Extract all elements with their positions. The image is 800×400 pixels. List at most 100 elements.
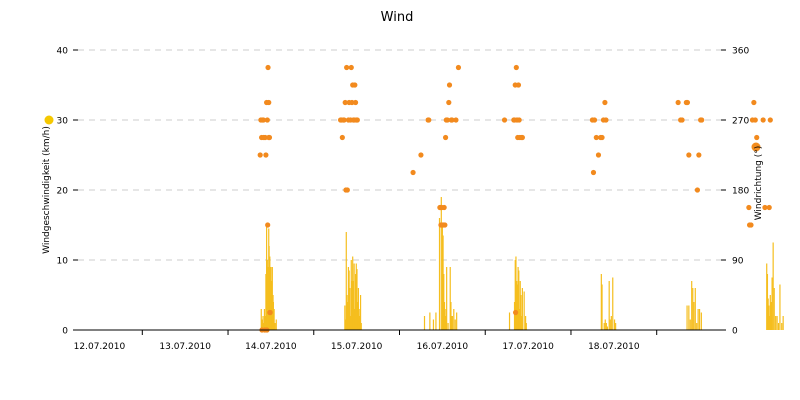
direction-point: [766, 204, 772, 211]
speed-bar: [357, 288, 360, 330]
direction-legend-marker: [751, 142, 761, 152]
speed-bar: [521, 316, 523, 330]
direction-point: [341, 117, 347, 123]
speed-bar: [349, 288, 351, 330]
speed-bar: [453, 309, 455, 330]
speed-bar: [359, 316, 361, 330]
speed-bar: [698, 309, 701, 330]
speed-bar: [773, 288, 775, 330]
speed-bar: [271, 267, 273, 330]
direction-point: [449, 117, 455, 123]
direction-point: [342, 99, 348, 106]
x-tick-label: 14.07.2010: [245, 342, 297, 352]
speed-bar: [266, 222, 268, 330]
speed-bar: [265, 274, 267, 330]
speed-bar: [516, 281, 518, 330]
speed-bar: [354, 274, 357, 330]
y-tick-label: 30: [57, 117, 69, 127]
direction-point: [348, 64, 354, 71]
y2-tick-label: 270: [732, 117, 749, 127]
direction-point: [262, 134, 268, 141]
speed-bar: [766, 274, 769, 330]
speed-bar: [269, 267, 271, 330]
x-tick-label: 16.07.2010: [417, 342, 469, 352]
speed-bar: [779, 284, 781, 330]
direction-point: [444, 117, 450, 123]
direction-point: [410, 169, 416, 176]
speed-bar: [429, 312, 431, 330]
speed-bar: [523, 291, 525, 330]
speed-bar: [768, 316, 771, 330]
speed-bar: [346, 295, 348, 330]
x-tick-label: 12.07.2010: [74, 342, 126, 352]
speed-bar: [508, 312, 511, 330]
speed-bar: [604, 319, 606, 330]
speed-bar: [445, 309, 447, 330]
y-tick-label: 20: [57, 187, 69, 197]
speed-bar: [353, 263, 355, 330]
speed-bar: [772, 242, 774, 330]
direction-point: [684, 99, 691, 106]
speed-bar: [696, 323, 698, 330]
speed-bar: [264, 316, 266, 330]
speed-bar: [352, 256, 354, 330]
speed-bar: [516, 284, 518, 330]
speed-bar: [766, 263, 768, 330]
speed-bar: [603, 323, 605, 330]
speed-bar: [347, 302, 349, 330]
speed-bar: [782, 316, 784, 330]
direction-point: [352, 82, 358, 88]
speed-bar: [440, 197, 442, 330]
y2-tick-label: 360: [732, 47, 749, 57]
speed-bar: [432, 319, 435, 330]
speed-bar: [443, 274, 445, 330]
speed-bar: [263, 323, 265, 330]
y2-tick-label: 180: [732, 187, 749, 197]
speed-bar: [349, 316, 352, 330]
speed-bar: [347, 267, 350, 330]
direction-point: [603, 117, 609, 123]
direction-point: [263, 152, 269, 158]
direction-point: [344, 187, 350, 193]
speed-legend-marker: [44, 115, 54, 125]
direction-point: [265, 222, 271, 228]
speed-bar: [515, 256, 517, 330]
direction-point: [519, 134, 525, 141]
direction-point: [266, 99, 272, 106]
speed-bar: [344, 319, 347, 330]
direction-point: [696, 152, 702, 158]
speed-bar: [613, 319, 616, 330]
speed-bar: [357, 302, 359, 330]
direction-point: [699, 117, 705, 123]
speed-bar: [442, 235, 444, 330]
speed-bar: [517, 267, 519, 330]
speed-bar: [601, 284, 603, 330]
direction-point: [512, 309, 519, 316]
y-tick-label: 0: [62, 327, 68, 337]
y-tick-label: 40: [57, 47, 69, 57]
speed-bar: [776, 316, 778, 330]
speed-bar: [273, 323, 276, 330]
speed-bar: [689, 319, 691, 330]
speed-bar: [345, 232, 347, 330]
direction-point: [266, 134, 273, 141]
speed-bar: [266, 260, 268, 330]
direction-point: [453, 117, 459, 123]
direction-point: [751, 99, 757, 106]
speed-bar: [348, 270, 350, 330]
speed-bar: [781, 323, 783, 330]
direction-point: [748, 222, 754, 228]
y-axis-label-right: Windrichtung (°): [754, 146, 764, 221]
speed-bars: [260, 197, 784, 330]
direction-point: [446, 82, 453, 88]
direction-point: [762, 204, 768, 211]
speed-bar: [449, 267, 451, 330]
direction-point: [590, 169, 597, 176]
speed-bar: [514, 260, 516, 330]
speed-bar: [273, 309, 275, 330]
direction-point: [442, 134, 449, 141]
speed-bar: [692, 288, 694, 330]
direction-point: [515, 82, 522, 88]
direction-point: [746, 204, 752, 211]
direction-point: [767, 117, 773, 123]
